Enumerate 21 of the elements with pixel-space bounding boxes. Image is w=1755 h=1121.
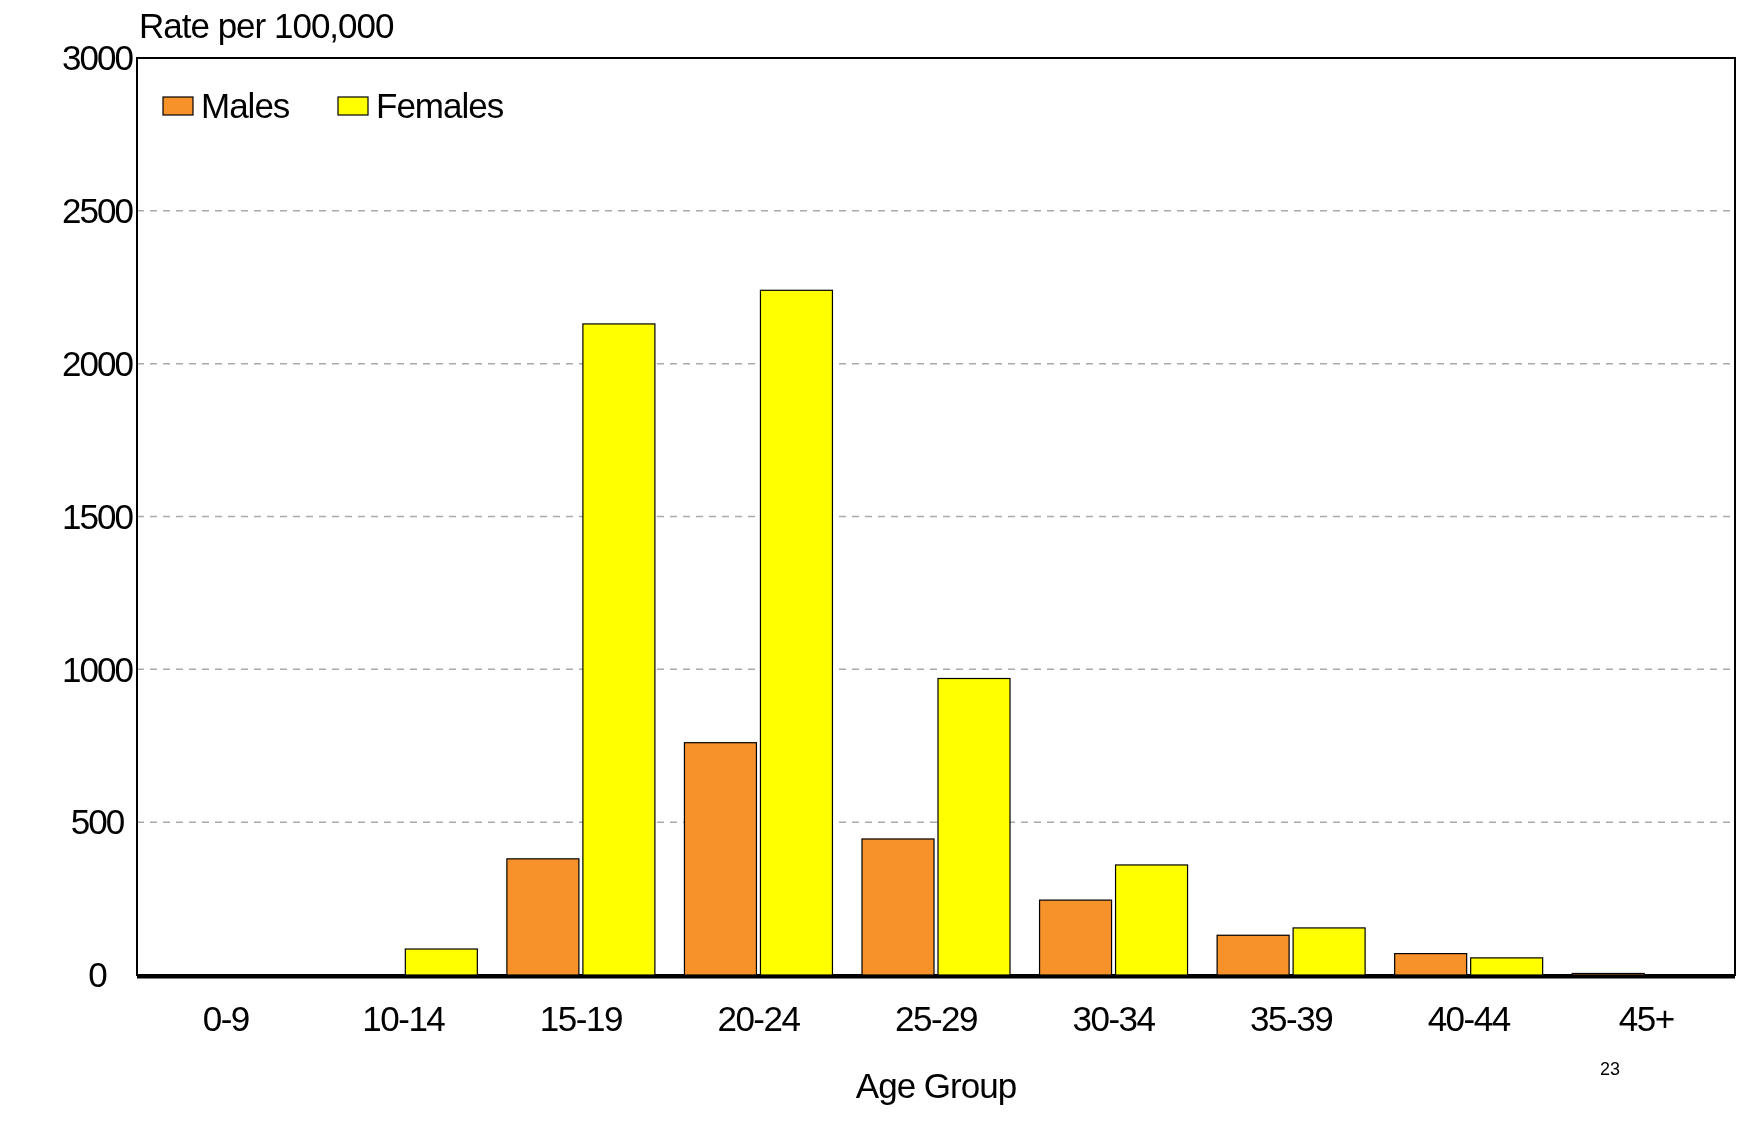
y-tick-label: 1500 bbox=[62, 496, 134, 536]
text: 23 bbox=[1599, 1059, 1621, 1079]
x-tick-label: 30-34 bbox=[1072, 999, 1156, 1038]
y-tick-label: 2000 bbox=[62, 343, 134, 383]
x-tick-label: 35-39 bbox=[1250, 999, 1333, 1038]
x-tick-label: 20-24 bbox=[717, 999, 801, 1038]
legend-label: Males bbox=[201, 86, 290, 126]
y-axis-title: Rate per 100,000 bbox=[139, 6, 395, 45]
x-tick-label: 10-14 bbox=[362, 999, 446, 1038]
x-tick-label: 45+ bbox=[1618, 999, 1674, 1038]
legend-label: Females bbox=[376, 86, 504, 126]
x-axis-title: Age Group bbox=[855, 1066, 1017, 1105]
y-tick-label: 500 bbox=[70, 802, 125, 842]
x-tick-label: 25-29 bbox=[894, 999, 978, 1038]
y-tick-label: 0 bbox=[88, 955, 108, 995]
x-tick-label: 40-44 bbox=[1427, 999, 1511, 1038]
x-tick-label: 15-19 bbox=[539, 999, 622, 1038]
y-tick-label: 3000 bbox=[62, 38, 134, 78]
x-tick-label: 0-9 bbox=[202, 999, 249, 1038]
y-tick-label: 1000 bbox=[62, 649, 134, 689]
y-tick-label: 2500 bbox=[62, 191, 134, 231]
